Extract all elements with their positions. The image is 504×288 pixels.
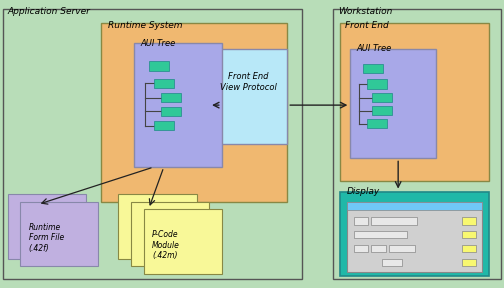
FancyBboxPatch shape: [118, 194, 197, 259]
Text: AUI Tree: AUI Tree: [140, 39, 175, 48]
FancyBboxPatch shape: [101, 23, 287, 202]
FancyBboxPatch shape: [367, 79, 387, 89]
FancyBboxPatch shape: [209, 49, 287, 144]
FancyBboxPatch shape: [347, 202, 482, 272]
Text: Display: Display: [347, 187, 380, 196]
FancyBboxPatch shape: [3, 9, 302, 279]
FancyBboxPatch shape: [462, 231, 476, 238]
FancyBboxPatch shape: [8, 194, 86, 259]
FancyBboxPatch shape: [149, 61, 169, 71]
Text: Workstation: Workstation: [338, 7, 392, 16]
FancyBboxPatch shape: [354, 231, 407, 238]
FancyBboxPatch shape: [154, 79, 174, 88]
FancyBboxPatch shape: [389, 245, 415, 252]
FancyBboxPatch shape: [347, 202, 482, 210]
FancyBboxPatch shape: [354, 217, 368, 225]
FancyBboxPatch shape: [350, 49, 436, 158]
FancyBboxPatch shape: [340, 192, 489, 276]
FancyBboxPatch shape: [462, 245, 476, 252]
FancyBboxPatch shape: [371, 217, 417, 225]
Text: Front End: Front End: [345, 21, 389, 30]
FancyBboxPatch shape: [161, 93, 181, 102]
Text: P-Code
Module
(.42m): P-Code Module (.42m): [152, 230, 180, 260]
FancyBboxPatch shape: [340, 23, 489, 181]
FancyBboxPatch shape: [367, 119, 387, 128]
Text: AUI Tree: AUI Tree: [357, 44, 392, 53]
FancyBboxPatch shape: [144, 209, 222, 274]
FancyBboxPatch shape: [462, 259, 476, 266]
FancyBboxPatch shape: [372, 106, 392, 115]
FancyBboxPatch shape: [462, 217, 476, 225]
FancyBboxPatch shape: [131, 202, 209, 266]
FancyBboxPatch shape: [372, 93, 392, 102]
FancyBboxPatch shape: [161, 107, 181, 116]
Text: Application Server: Application Server: [8, 7, 90, 16]
FancyBboxPatch shape: [354, 245, 368, 252]
Text: Front End
View Protocol: Front End View Protocol: [220, 72, 277, 92]
FancyBboxPatch shape: [382, 259, 402, 266]
FancyBboxPatch shape: [134, 43, 222, 167]
FancyBboxPatch shape: [371, 245, 386, 252]
FancyBboxPatch shape: [333, 9, 501, 279]
Text: Runtime System: Runtime System: [108, 21, 183, 30]
Text: Runtime
Form File
(.42f): Runtime Form File (.42f): [29, 223, 64, 253]
FancyBboxPatch shape: [20, 202, 98, 266]
FancyBboxPatch shape: [363, 64, 383, 73]
FancyBboxPatch shape: [154, 121, 174, 130]
